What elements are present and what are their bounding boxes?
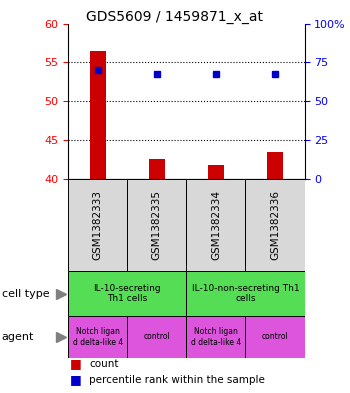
Text: ■: ■ <box>70 357 82 370</box>
Text: control: control <box>144 332 170 342</box>
Text: GSM1382333: GSM1382333 <box>93 190 103 260</box>
Bar <box>245 316 304 358</box>
Bar <box>68 316 127 358</box>
Bar <box>208 165 224 179</box>
Text: percentile rank within the sample: percentile rank within the sample <box>89 375 265 385</box>
Text: Notch ligan
d delta-like 4: Notch ligan d delta-like 4 <box>73 327 123 347</box>
Bar <box>68 271 187 316</box>
Bar <box>187 271 304 316</box>
Text: GSM1382336: GSM1382336 <box>270 190 280 260</box>
Bar <box>90 51 106 179</box>
Bar <box>187 179 245 271</box>
Bar <box>267 152 283 179</box>
Text: Notch ligan
d delta-like 4: Notch ligan d delta-like 4 <box>191 327 241 347</box>
Text: GDS5609 / 1459871_x_at: GDS5609 / 1459871_x_at <box>86 10 264 24</box>
Text: IL-10-secreting
Th1 cells: IL-10-secreting Th1 cells <box>93 284 161 303</box>
Text: ■: ■ <box>70 373 82 387</box>
Text: IL-10-non-secreting Th1
cells: IL-10-non-secreting Th1 cells <box>192 284 299 303</box>
Bar <box>68 179 127 271</box>
Text: agent: agent <box>2 332 34 342</box>
Text: GSM1382334: GSM1382334 <box>211 190 221 260</box>
Text: cell type: cell type <box>2 289 49 299</box>
Text: control: control <box>261 332 288 342</box>
Bar <box>187 316 245 358</box>
Bar <box>245 179 304 271</box>
Text: count: count <box>89 358 119 369</box>
Text: GSM1382335: GSM1382335 <box>152 190 162 260</box>
Bar <box>127 316 186 358</box>
Bar <box>149 160 165 179</box>
Bar <box>127 179 186 271</box>
